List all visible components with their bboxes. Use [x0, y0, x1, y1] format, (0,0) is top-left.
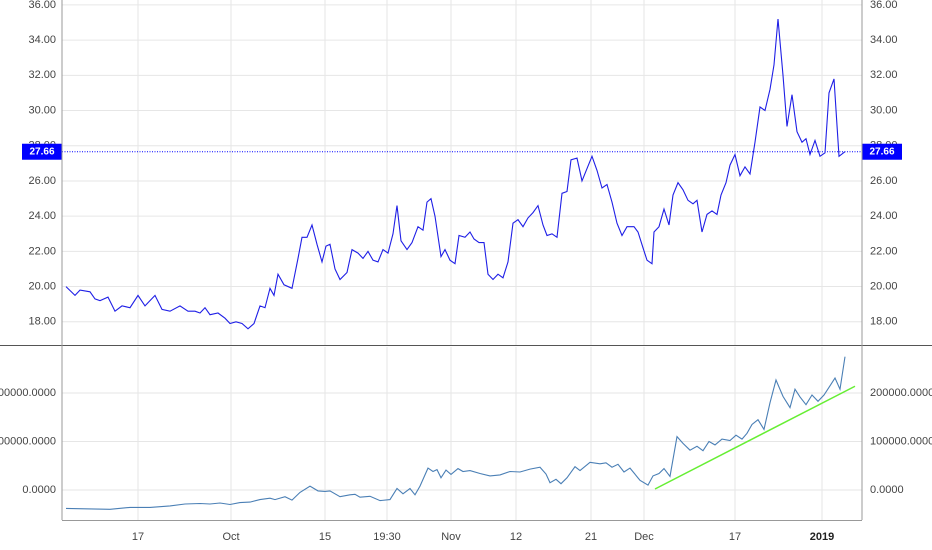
y-tick-label-right: 100000.0000	[870, 435, 932, 447]
last-value-box-right	[862, 143, 902, 160]
y-tick-label-right: 200000.0000	[870, 387, 932, 399]
x-tick-label: Dec	[634, 531, 654, 543]
y-tick-label-right: 30.00	[870, 104, 898, 116]
y-tick-label-left: 0.0000	[22, 484, 56, 496]
y-tick-label-left: 200000.0000	[0, 387, 56, 399]
y-tick-label-right: 36.00	[870, 0, 898, 11]
y-tick-label-left: 100000.0000	[0, 435, 56, 447]
x-tick-label: 15	[319, 531, 331, 543]
last-value-box-left	[22, 143, 62, 160]
series-line	[65, 18, 846, 330]
trendline	[654, 385, 856, 490]
series-line	[65, 356, 846, 510]
x-tick-label: Nov	[441, 531, 461, 543]
x-tick-label: 19:30	[373, 531, 401, 543]
y-tick-label-left: 34.00	[28, 34, 56, 46]
y-tick-label-right: 26.00	[870, 175, 898, 187]
x-tick-label: 21	[585, 531, 597, 543]
y-tick-label-left: 18.00	[28, 316, 56, 328]
y-tick-label-left: 22.00	[28, 245, 56, 257]
y-tick-label-right: 18.00	[870, 316, 898, 328]
y-tick-label-right: 20.00	[870, 280, 898, 292]
y-tick-label-right: 34.00	[870, 34, 898, 46]
x-tick-label: 12	[510, 531, 522, 543]
y-tick-label-left: 24.00	[28, 210, 56, 222]
y-tick-label-left: 32.00	[28, 69, 56, 81]
y-tick-label-left: 26.00	[28, 175, 56, 187]
y-tick-label-left: 20.00	[28, 280, 56, 292]
x-tick-label: 17	[729, 531, 741, 543]
y-tick-label-right: 32.00	[870, 69, 898, 81]
x-tick-label: 17	[132, 531, 144, 543]
y-tick-label-right: 0.0000	[870, 484, 904, 496]
x-tick-label: Oct	[222, 531, 239, 543]
last-value-label-right: 27.66	[869, 146, 894, 157]
x-tick-label: 2019	[810, 531, 834, 543]
y-tick-label-right: 22.00	[870, 245, 898, 257]
y-tick-label-left: 30.00	[28, 104, 56, 116]
y-tick-label-left: 36.00	[28, 0, 56, 11]
y-tick-label-right: 24.00	[870, 210, 898, 222]
last-value-label-left: 27.66	[29, 146, 54, 157]
